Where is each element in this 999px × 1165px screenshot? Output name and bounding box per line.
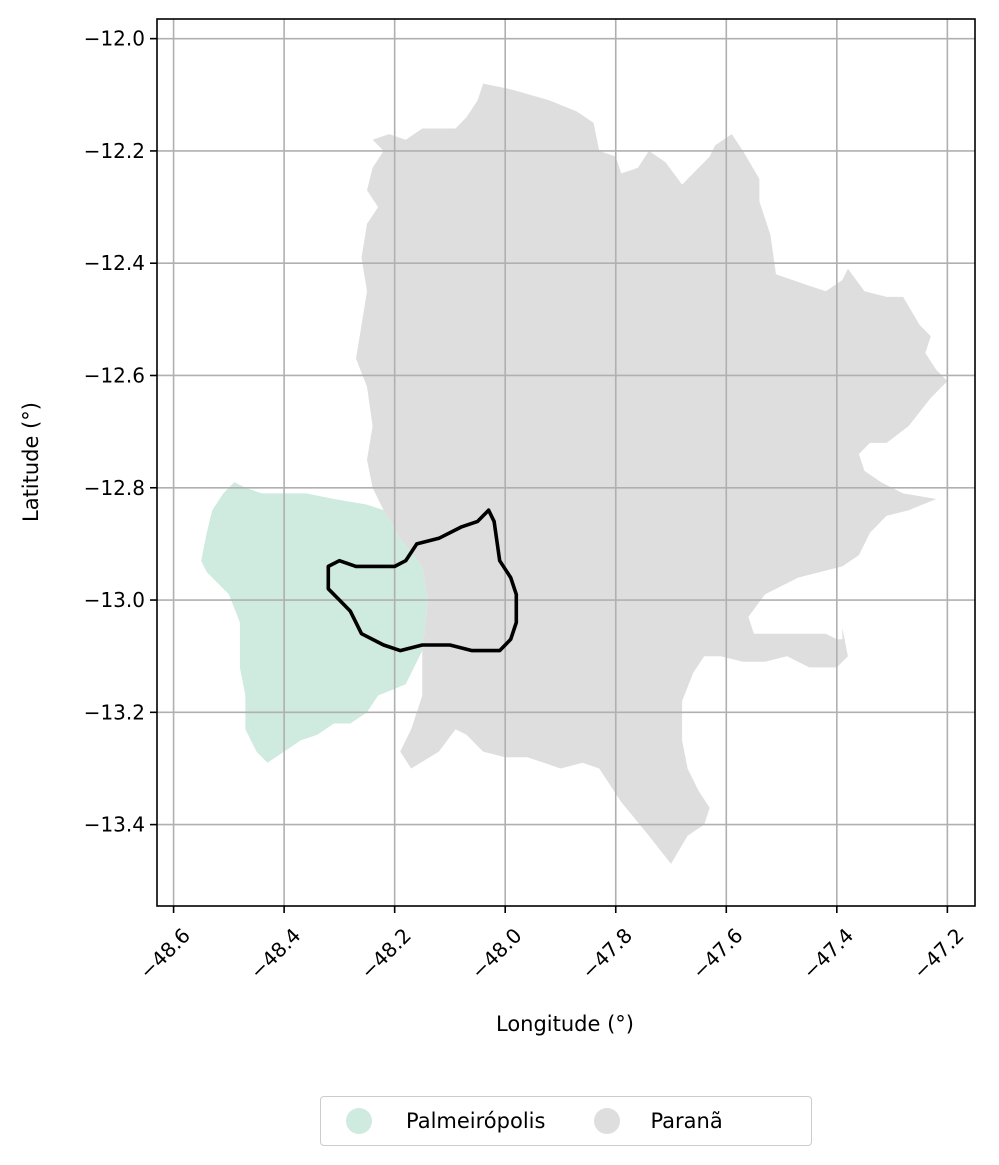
x-tick-label: −48.6 bbox=[135, 923, 195, 983]
legend-swatch-palmeiropolis bbox=[346, 1108, 372, 1134]
legend-swatch-parana bbox=[594, 1108, 621, 1134]
x-tick-label: −47.6 bbox=[687, 923, 747, 983]
plot-frame bbox=[156, 18, 976, 907]
x-tick-label: −48.0 bbox=[466, 923, 526, 983]
y-tick-label: −12.0 bbox=[84, 27, 145, 51]
legend-label-palmeiropolis: Palmeirópolis bbox=[406, 1109, 546, 1133]
y-tick-label: −12.8 bbox=[84, 476, 145, 500]
x-tick-label: −48.2 bbox=[356, 923, 416, 983]
y-tick-label: −12.2 bbox=[84, 139, 145, 163]
gridlines bbox=[157, 19, 975, 906]
legend-item-parana: Paranã bbox=[594, 1108, 723, 1134]
y-tick-label: −13.4 bbox=[84, 813, 145, 837]
x-axis-label: Longitude (°) bbox=[496, 1012, 634, 1036]
regions-layer bbox=[201, 83, 948, 864]
x-tick-label: −47.2 bbox=[908, 923, 968, 983]
y-tick-label: −13.0 bbox=[84, 588, 145, 612]
x-tick-label: −47.8 bbox=[577, 923, 637, 983]
highlight-outline bbox=[326, 508, 519, 653]
legend-item-palmeiropolis: Palmeirópolis bbox=[346, 1108, 545, 1134]
y-axis-label: Latitude (°) bbox=[19, 402, 43, 522]
region-palmeiropolis bbox=[201, 482, 428, 763]
region-parana bbox=[356, 83, 948, 864]
x-tick-label: −48.4 bbox=[245, 923, 305, 983]
y-tick-label: −12.6 bbox=[84, 363, 145, 387]
legend: Palmeirópolis Paranã bbox=[320, 1096, 812, 1146]
x-tick-label: −47.4 bbox=[798, 923, 858, 983]
outline-layer bbox=[326, 508, 519, 653]
legend-label-parana: Paranã bbox=[650, 1109, 723, 1133]
y-tick-label: −13.2 bbox=[84, 700, 145, 724]
y-tick-label: −12.4 bbox=[84, 251, 145, 275]
